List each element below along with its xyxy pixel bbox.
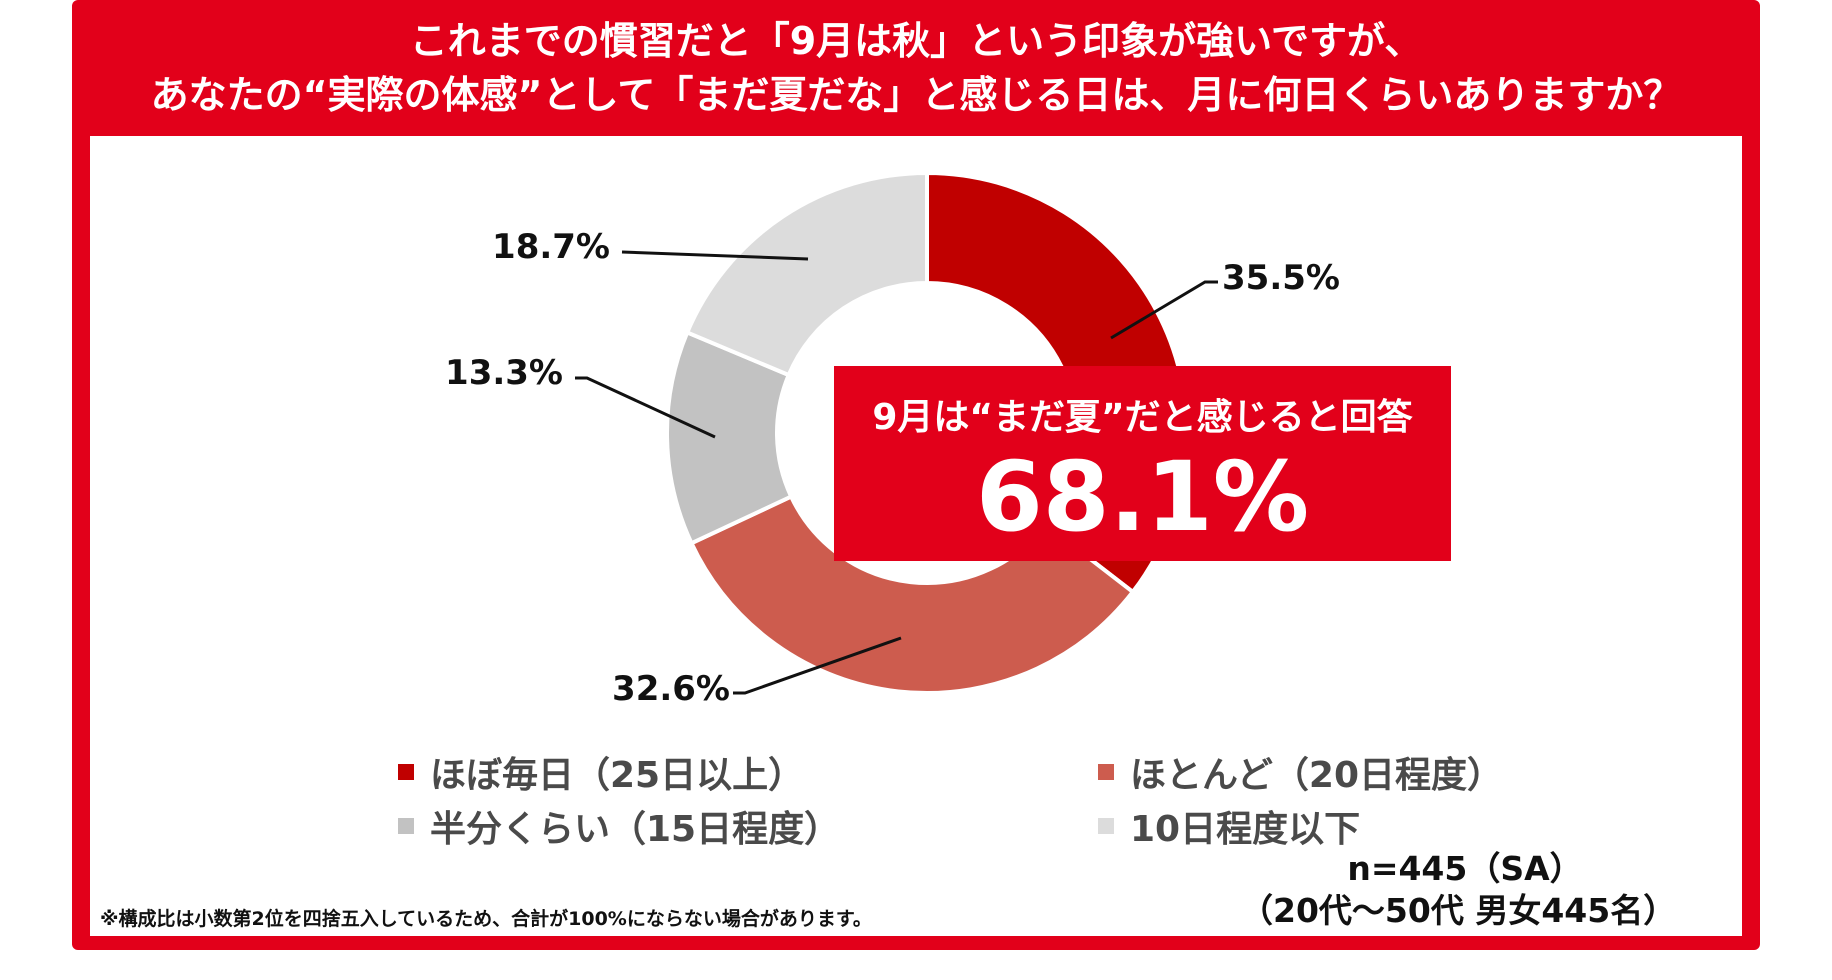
legend-swatch-2 bbox=[398, 818, 414, 834]
callout-label: 9月は“まだ夏”だと感じると回答 bbox=[872, 397, 1413, 438]
legend-item-0: ほぼ毎日（25日以上） bbox=[398, 746, 804, 798]
leader-line-1 bbox=[733, 636, 902, 695]
data-label-3: 18.7% bbox=[492, 227, 610, 267]
data-label-2: 13.3% bbox=[445, 353, 563, 393]
legend-swatch-0 bbox=[398, 764, 414, 780]
summary-callout: 9月は“まだ夏”だと感じると回答 68.1% bbox=[834, 366, 1451, 561]
donut-slice-1 bbox=[688, 493, 1136, 695]
legend-item-1: ほとんど（20日程度） bbox=[1098, 746, 1503, 798]
legend-label-1: ほとんど（20日程度） bbox=[1130, 755, 1504, 796]
legend-label-3: 10日程度以下 bbox=[1130, 809, 1361, 850]
footnote: ※構成比は小数第2位を四捨五入しているため、合計が100%にならない場合がありま… bbox=[100, 908, 872, 930]
callout-value: 68.1% bbox=[975, 441, 1310, 553]
legend-swatch-1 bbox=[1098, 764, 1114, 780]
sample-demographic: （20代～50代 男女445名） bbox=[1240, 891, 1677, 930]
legend-swatch-3 bbox=[1098, 818, 1114, 834]
title-line-2: あなたの“実際の体感”として「まだ夏だな」と感じる日は、月に何日くらいありますか… bbox=[150, 73, 1682, 117]
legend-item-2: 半分くらい（15日程度） bbox=[398, 800, 840, 852]
sample-size: n=445（SA） bbox=[1347, 849, 1583, 888]
chart-title: これまでの慣習だと「9月は秋」という印象が強いですが、 あなたの“実際の体感”と… bbox=[72, 14, 1760, 122]
data-label-1: 32.6% bbox=[612, 669, 730, 709]
sample-info: n=445（SA） （20代～50代 男女445名） bbox=[1240, 848, 1677, 932]
leader-line-3 bbox=[621, 250, 809, 261]
legend-item-3: 10日程度以下 bbox=[1098, 800, 1360, 852]
title-line-1: これまでの慣習だと「9月は秋」という印象が強いですが、 bbox=[409, 19, 1423, 63]
data-label-0: 35.5% bbox=[1222, 258, 1340, 298]
leader-line-0 bbox=[1110, 280, 1218, 340]
legend-label-0: ほぼ毎日（25日以上） bbox=[430, 755, 805, 796]
legend-label-2: 半分くらい（15日程度） bbox=[430, 809, 841, 850]
leader-line-2 bbox=[575, 376, 716, 439]
donut-slice-3 bbox=[684, 170, 929, 378]
